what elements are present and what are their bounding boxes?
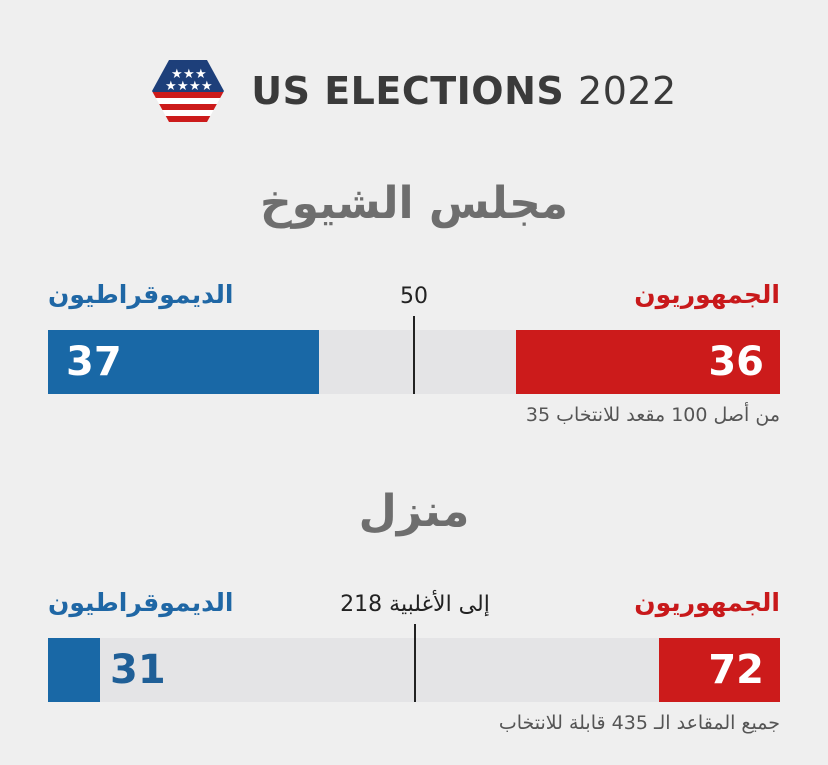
value-democrats: 31 xyxy=(110,647,166,693)
threshold-label: 50 xyxy=(400,284,428,309)
bar-democrats xyxy=(48,330,319,394)
title-year: 2022 xyxy=(578,69,677,113)
title-main: US ELECTIONS xyxy=(251,69,565,113)
chamber-title: مجلس الشيوخ xyxy=(259,178,569,229)
chart-note: جميع المقاعد الـ 435 قابلة للانتخاب xyxy=(498,712,780,734)
header: ★ ★ ★ ★ ★ ★ ★ US ELECTIONS 2022 xyxy=(0,58,828,124)
svg-text:★: ★ xyxy=(177,79,189,94)
threshold-line xyxy=(413,316,415,394)
threshold-label: إلى الأغلبية 218 xyxy=(340,592,490,617)
legend-democrats: الديموقراطيون xyxy=(48,280,234,309)
page-title: US ELECTIONS 2022 xyxy=(251,69,676,113)
us-flag-hexagon-icon: ★ ★ ★ ★ ★ ★ ★ xyxy=(152,60,225,122)
svg-text:★: ★ xyxy=(195,67,207,82)
legend-republicans: الجمهوريون xyxy=(634,280,780,309)
value-republicans: 72 xyxy=(708,647,764,693)
threshold-line xyxy=(414,624,416,702)
legend-democrats: الديموقراطيون xyxy=(48,588,234,617)
bar-republicans xyxy=(516,330,780,394)
bar-republicans xyxy=(659,638,780,702)
svg-text:★: ★ xyxy=(171,67,183,82)
svg-text:★: ★ xyxy=(165,79,177,94)
bar-democrats xyxy=(48,638,100,702)
chart-note: من أصل 100 مقعد للانتخاب 35 xyxy=(525,404,780,426)
chamber-title: منزل xyxy=(358,486,470,537)
value-democrats: 37 xyxy=(66,339,122,385)
svg-text:★: ★ xyxy=(183,67,195,82)
legend-republicans: الجمهوريون xyxy=(634,588,780,617)
value-republicans: 36 xyxy=(708,339,764,385)
svg-text:★: ★ xyxy=(201,79,213,94)
svg-text:★: ★ xyxy=(189,79,201,94)
